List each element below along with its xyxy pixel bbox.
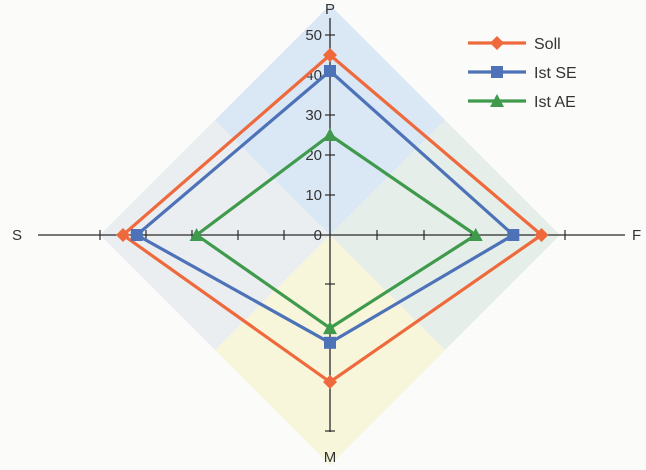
data-point — [130, 229, 143, 241]
data-point — [534, 228, 549, 242]
data-point — [323, 375, 337, 389]
series-soll — [116, 48, 549, 389]
data-point — [323, 48, 337, 62]
legend-label: Ist SE — [534, 65, 577, 82]
legend-marker — [490, 94, 504, 107]
series-ist-ae — [189, 128, 483, 335]
legend-label: Soll — [534, 36, 561, 53]
tick-label: 0 — [314, 227, 322, 244]
axis-label-m: M — [324, 449, 337, 465]
data-point — [324, 65, 336, 77]
axis-label-p: P — [325, 1, 335, 18]
legend-marker — [490, 36, 504, 50]
legend-marker — [491, 66, 503, 78]
data-point — [189, 228, 204, 241]
tick-label: 10 — [305, 187, 322, 204]
axis-label-s: S — [12, 227, 22, 244]
data-point — [323, 128, 337, 141]
tick-label: 20 — [305, 147, 322, 164]
data-point — [323, 321, 337, 335]
tick-label: 50 — [305, 27, 322, 44]
axis-label-f: F — [632, 227, 641, 244]
data-point — [507, 229, 520, 241]
data-point — [324, 336, 336, 349]
data-point — [116, 228, 130, 242]
data-point — [468, 228, 483, 241]
legend-label: Ist AE — [534, 94, 576, 111]
tick-label: 30 — [305, 107, 322, 124]
series-ist-se — [130, 65, 520, 349]
